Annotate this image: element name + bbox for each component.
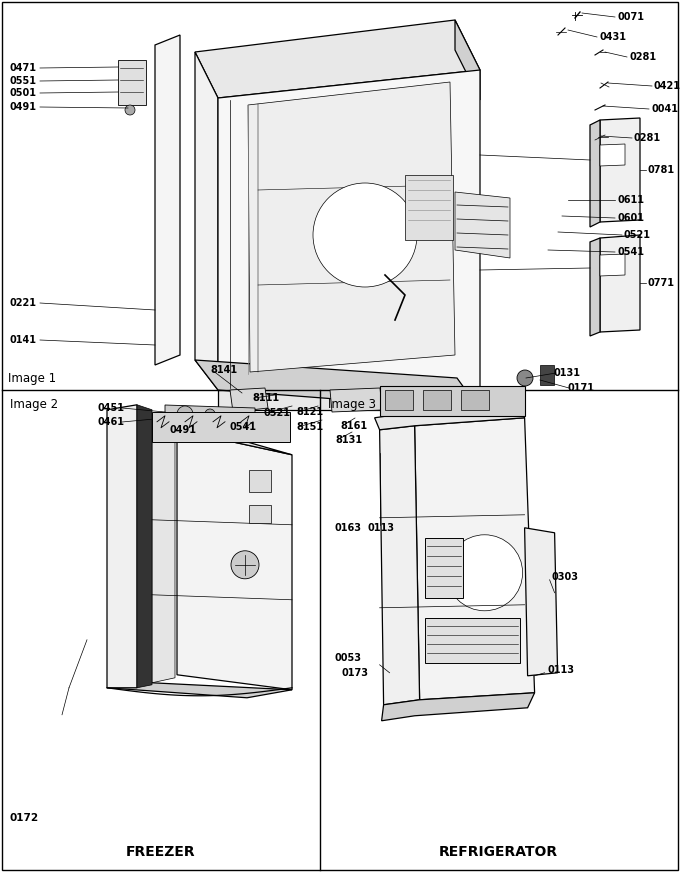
Polygon shape (107, 405, 137, 688)
Text: 0173: 0173 (341, 668, 369, 678)
Polygon shape (375, 405, 524, 430)
Bar (422, 390, 451, 410)
Bar (152, 412, 290, 442)
Bar (249, 470, 271, 492)
Text: 8131: 8131 (335, 435, 362, 445)
Bar (424, 538, 462, 598)
Polygon shape (195, 52, 218, 390)
Text: 0471: 0471 (10, 63, 37, 73)
Bar (385, 390, 413, 410)
Polygon shape (455, 20, 480, 100)
Text: 0131: 0131 (554, 368, 581, 378)
Text: 0281: 0281 (629, 52, 656, 62)
Text: 0611: 0611 (617, 195, 644, 205)
Bar (460, 390, 489, 410)
Text: 0221: 0221 (10, 298, 37, 308)
Polygon shape (600, 118, 640, 222)
Text: 0491: 0491 (170, 425, 197, 435)
Polygon shape (590, 238, 600, 336)
Text: 8161: 8161 (340, 421, 367, 431)
Text: 0541: 0541 (617, 247, 644, 257)
Bar (405, 175, 453, 240)
Text: REFRIGERATOR: REFRIGERATOR (439, 845, 558, 859)
Text: 0172: 0172 (10, 813, 39, 823)
Polygon shape (155, 35, 180, 365)
Text: 0281: 0281 (634, 133, 661, 143)
Text: FREEZER: FREEZER (126, 845, 196, 859)
Text: Image 3: Image 3 (328, 398, 375, 411)
Polygon shape (165, 405, 255, 422)
Text: 0771: 0771 (648, 278, 675, 288)
Text: 0431: 0431 (599, 32, 626, 42)
Polygon shape (590, 120, 600, 227)
Polygon shape (107, 683, 292, 698)
Polygon shape (195, 20, 480, 98)
Text: 0303: 0303 (551, 572, 579, 582)
Circle shape (231, 551, 259, 579)
Text: 0421: 0421 (654, 81, 680, 91)
Text: 0053: 0053 (335, 653, 362, 663)
Polygon shape (379, 426, 420, 705)
Polygon shape (381, 692, 534, 721)
Polygon shape (218, 390, 480, 410)
Text: 0461: 0461 (97, 417, 124, 427)
Polygon shape (600, 144, 625, 166)
Polygon shape (600, 254, 625, 276)
Text: 8141: 8141 (210, 365, 237, 375)
Text: 0163: 0163 (335, 523, 362, 533)
Polygon shape (600, 235, 640, 332)
Circle shape (447, 535, 523, 610)
Polygon shape (248, 82, 455, 372)
Polygon shape (137, 405, 152, 688)
Bar (249, 505, 271, 523)
Text: 0601: 0601 (617, 213, 644, 223)
Text: 8151: 8151 (296, 422, 323, 432)
Polygon shape (152, 415, 175, 683)
Text: 0451: 0451 (97, 403, 124, 413)
Text: 0551: 0551 (10, 76, 37, 86)
Text: 0521: 0521 (264, 408, 291, 418)
Polygon shape (330, 388, 382, 412)
Bar (379, 385, 524, 416)
Circle shape (313, 183, 417, 287)
Text: 0171: 0171 (567, 383, 594, 393)
Text: 0113: 0113 (547, 664, 575, 675)
Text: 0501: 0501 (10, 88, 37, 98)
Polygon shape (415, 418, 534, 700)
Circle shape (177, 406, 193, 422)
Bar (424, 617, 520, 663)
Bar (540, 365, 554, 385)
Circle shape (125, 105, 135, 115)
Text: Image 1: Image 1 (8, 371, 56, 385)
Polygon shape (218, 70, 480, 390)
Text: Image 2: Image 2 (10, 398, 58, 411)
Polygon shape (230, 388, 268, 412)
Text: 0113: 0113 (368, 523, 394, 533)
Polygon shape (195, 360, 480, 410)
Polygon shape (177, 430, 292, 690)
Text: 0781: 0781 (648, 165, 675, 175)
Text: 8111: 8111 (252, 393, 279, 403)
Text: 0041: 0041 (651, 104, 678, 114)
Text: 0521: 0521 (624, 230, 651, 240)
Text: 8121: 8121 (296, 407, 323, 417)
Text: 0491: 0491 (10, 102, 37, 112)
Circle shape (205, 409, 215, 419)
Text: 0141: 0141 (10, 335, 37, 345)
Circle shape (517, 370, 533, 386)
Polygon shape (524, 528, 558, 676)
Polygon shape (455, 192, 510, 258)
Text: 0071: 0071 (617, 12, 644, 22)
Polygon shape (107, 410, 292, 455)
Bar (118, 60, 146, 105)
Text: 0541: 0541 (230, 422, 257, 432)
